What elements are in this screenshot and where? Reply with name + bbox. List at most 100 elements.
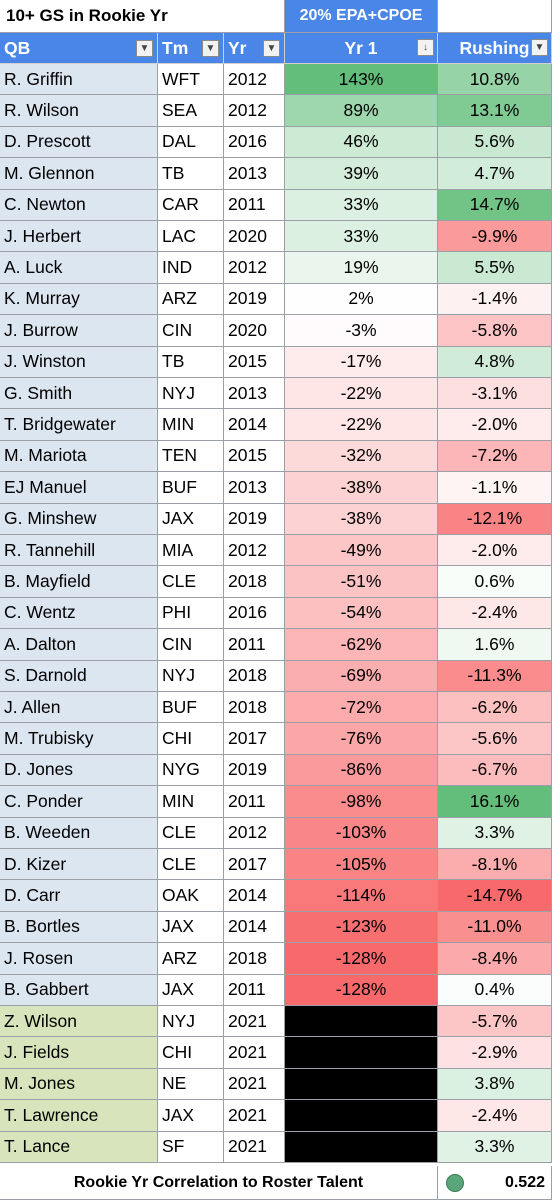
cell-yr1-epa[interactable]: 143% [285, 64, 438, 96]
cell-qb[interactable]: R. Wilson [0, 95, 158, 127]
cell-year[interactable]: 2014 [224, 911, 285, 944]
cell-team[interactable]: ARZ [158, 283, 224, 316]
cell-team[interactable]: JAX [158, 974, 224, 1006]
cell-rushing[interactable]: 3.3% [438, 817, 552, 849]
cell-year[interactable]: 2015 [224, 346, 285, 378]
cell-year[interactable]: 2017 [224, 723, 285, 755]
cell-rushing[interactable]: -3.1% [438, 378, 552, 410]
cell-team[interactable]: BUF [158, 692, 224, 724]
cell-qb[interactable]: T. Bridgewater [0, 409, 158, 441]
cell-qb[interactable]: Z. Wilson [0, 1006, 158, 1038]
cell-rushing[interactable]: 5.5% [438, 252, 552, 284]
cell-rushing[interactable]: -6.7% [438, 754, 552, 787]
cell-qb[interactable]: T. Lance [0, 1131, 158, 1163]
cell-year[interactable]: 2021 [224, 1131, 285, 1163]
cell-team[interactable]: NE [158, 1068, 224, 1101]
cell-year[interactable]: 2017 [224, 849, 285, 881]
cell-team[interactable]: JAX [158, 503, 224, 535]
filter-dropdown-icon[interactable]: ▼ [531, 39, 548, 56]
cell-year[interactable]: 2011 [224, 629, 285, 661]
cell-team[interactable]: MIA [158, 535, 224, 567]
cell-qb[interactable]: B. Bortles [0, 911, 158, 944]
cell-team[interactable]: BUF [158, 472, 224, 504]
cell-team[interactable]: JAX [158, 1100, 224, 1132]
cell-yr1-epa[interactable]: -128% [285, 974, 438, 1006]
cell-rushing[interactable]: -2.9% [438, 1037, 552, 1069]
cell-rushing[interactable]: -2.4% [438, 1100, 552, 1132]
cell-rushing[interactable]: -5.8% [438, 315, 552, 347]
cell-year[interactable]: 2015 [224, 440, 285, 473]
cell-rushing[interactable]: -1.4% [438, 283, 552, 316]
header-rushing[interactable]: Rushing ▼ [438, 33, 552, 64]
cell-rushing[interactable]: 4.7% [438, 158, 552, 190]
cell-yr1-epa[interactable]: -3% [285, 315, 438, 347]
cell-rushing[interactable]: -1.1% [438, 472, 552, 504]
cell-team[interactable]: PHI [158, 597, 224, 630]
cell-yr1-epa[interactable]: -69% [285, 660, 438, 692]
cell-rushing[interactable]: 0.4% [438, 974, 552, 1006]
cell-rushing[interactable]: -12.1% [438, 503, 552, 535]
cell-year[interactable]: 2012 [224, 817, 285, 849]
cell-yr1-epa[interactable] [285, 1100, 438, 1132]
cell-year[interactable]: 2012 [224, 95, 285, 127]
cell-yr1-epa[interactable]: -54% [285, 597, 438, 630]
cell-team[interactable]: NYJ [158, 660, 224, 692]
cell-rushing[interactable]: 3.3% [438, 1131, 552, 1163]
cell-qb[interactable]: C. Ponder [0, 786, 158, 818]
cell-yr1-epa[interactable]: -38% [285, 472, 438, 504]
cell-rushing[interactable]: 14.7% [438, 189, 552, 221]
cell-rushing[interactable]: -2.0% [438, 535, 552, 567]
cell-team[interactable]: CHI [158, 1037, 224, 1069]
cell-qb[interactable]: G. Smith [0, 378, 158, 410]
cell-qb[interactable]: A. Luck [0, 252, 158, 284]
cell-qb[interactable]: M. Glennon [0, 158, 158, 190]
header-yr[interactable]: Yr ▼ [224, 33, 285, 64]
cell-qb[interactable]: M. Mariota [0, 440, 158, 473]
cell-qb[interactable]: D. Kizer [0, 849, 158, 881]
cell-qb[interactable]: K. Murray [0, 283, 158, 316]
cell-yr1-epa[interactable]: -22% [285, 378, 438, 410]
cell-team[interactable]: CLE [158, 566, 224, 598]
filter-dropdown-icon[interactable]: ▼ [263, 39, 280, 57]
cell-qb[interactable]: J. Fields [0, 1037, 158, 1069]
cell-team[interactable]: MIN [158, 409, 224, 441]
cell-qb[interactable]: D. Jones [0, 754, 158, 787]
cell-qb[interactable]: T. Lawrence [0, 1100, 158, 1132]
cell-team[interactable]: SF [158, 1131, 224, 1163]
cell-year[interactable]: 2016 [224, 597, 285, 630]
cell-yr1-epa[interactable]: 33% [285, 189, 438, 221]
cell-yr1-epa[interactable]: -72% [285, 692, 438, 724]
cell-team[interactable]: ARZ [158, 943, 224, 975]
cell-qb[interactable]: B. Mayfield [0, 566, 158, 598]
cell-team[interactable]: SEA [158, 95, 224, 127]
cell-year[interactable]: 2021 [224, 1037, 285, 1069]
cell-rushing[interactable]: -5.7% [438, 1006, 552, 1038]
cell-team[interactable]: TEN [158, 440, 224, 473]
cell-year[interactable]: 2016 [224, 126, 285, 159]
cell-year[interactable]: 2011 [224, 974, 285, 1006]
cell-year[interactable]: 2020 [224, 315, 285, 347]
cell-qb[interactable]: B. Gabbert [0, 974, 158, 1006]
cell-team[interactable]: JAX [158, 911, 224, 944]
cell-yr1-epa[interactable]: -49% [285, 535, 438, 567]
cell-qb[interactable]: J. Winston [0, 346, 158, 378]
cell-yr1-epa[interactable]: -123% [285, 911, 438, 944]
cell-year[interactable]: 2021 [224, 1006, 285, 1038]
filter-dropdown-icon[interactable]: ▼ [136, 39, 153, 57]
cell-rushing[interactable]: -2.0% [438, 409, 552, 441]
cell-year[interactable]: 2013 [224, 158, 285, 190]
cell-rushing[interactable]: -8.1% [438, 849, 552, 881]
cell-yr1-epa[interactable]: -32% [285, 440, 438, 473]
cell-rushing[interactable]: -6.2% [438, 692, 552, 724]
cell-year[interactable]: 2021 [224, 1100, 285, 1132]
cell-year[interactable]: 2011 [224, 786, 285, 818]
cell-team[interactable]: OAK [158, 880, 224, 912]
cell-qb[interactable]: J. Rosen [0, 943, 158, 975]
cell-team[interactable]: NYJ [158, 1006, 224, 1038]
cell-rushing[interactable]: 5.6% [438, 126, 552, 159]
cell-year[interactable]: 2013 [224, 472, 285, 504]
cell-team[interactable]: IND [158, 252, 224, 284]
cell-yr1-epa[interactable]: 33% [285, 221, 438, 253]
cell-yr1-epa[interactable]: -76% [285, 723, 438, 755]
cell-yr1-epa[interactable]: -62% [285, 629, 438, 661]
